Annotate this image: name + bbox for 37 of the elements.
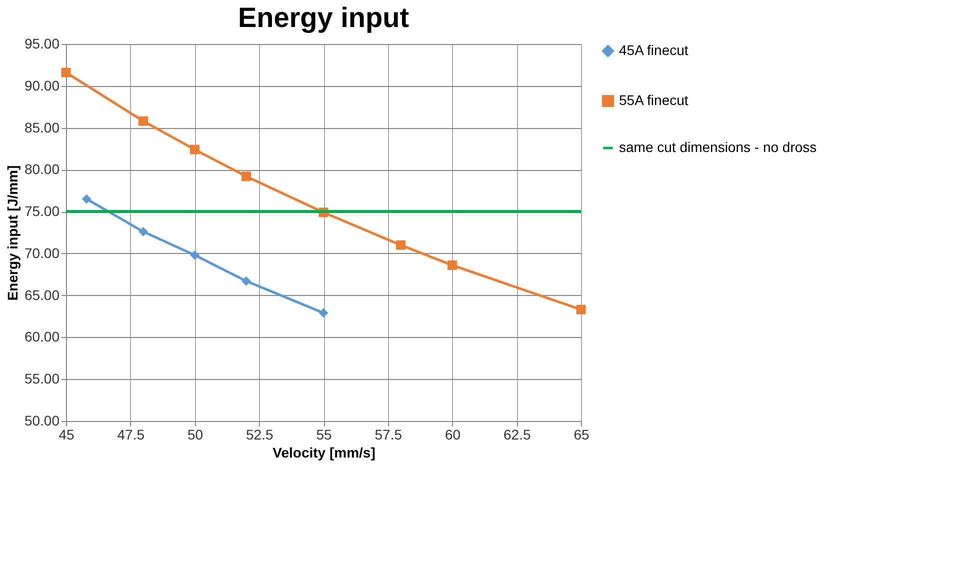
point <box>318 308 328 318</box>
legend-label: 45A finecut <box>619 42 688 58</box>
point <box>190 144 200 154</box>
y-axis-title: Energy input [J/mm] <box>4 165 20 301</box>
x-tick-label: 45 <box>58 426 74 442</box>
x-tick-label: 47.5 <box>117 426 145 442</box>
y-tick-label: 60.00 <box>24 328 60 345</box>
y-tick-label: 50.00 <box>24 412 60 428</box>
x-tick-label: 55 <box>316 426 332 442</box>
y-tick-label: 80.00 <box>24 161 60 178</box>
x-tick-label: 62.5 <box>504 426 531 442</box>
y-tick-label: 55.00 <box>24 370 60 387</box>
y-tick-label: 65.00 <box>24 286 60 303</box>
point <box>138 116 148 126</box>
x-tick-label: 65 <box>574 426 590 442</box>
x-axis-title: Velocity [mm/s] <box>272 444 376 460</box>
point <box>138 226 148 236</box>
y-tick-label: 70.00 <box>24 244 60 261</box>
y-tick-label: 90.00 <box>24 77 60 94</box>
y-tick-label: 75.00 <box>24 203 60 220</box>
point <box>576 304 586 314</box>
y-tick-label: 95.00 <box>24 36 60 52</box>
point <box>190 250 200 260</box>
x-tick-label: 50 <box>187 426 204 442</box>
point <box>242 172 251 182</box>
x-tick-label: 52.5 <box>246 426 274 442</box>
legend-label: same cut dimensions - no dross <box>619 139 817 155</box>
point <box>82 194 92 204</box>
x-tick-label: 57.5 <box>374 426 402 442</box>
point <box>396 240 406 250</box>
point <box>242 276 251 286</box>
chart-title: Energy input <box>238 2 410 33</box>
x-tick-label: 60 <box>444 426 461 442</box>
point <box>448 260 457 270</box>
y-tick-label: 85.00 <box>24 119 60 136</box>
legend-label: 55A finecut <box>619 92 688 108</box>
point <box>61 68 71 78</box>
